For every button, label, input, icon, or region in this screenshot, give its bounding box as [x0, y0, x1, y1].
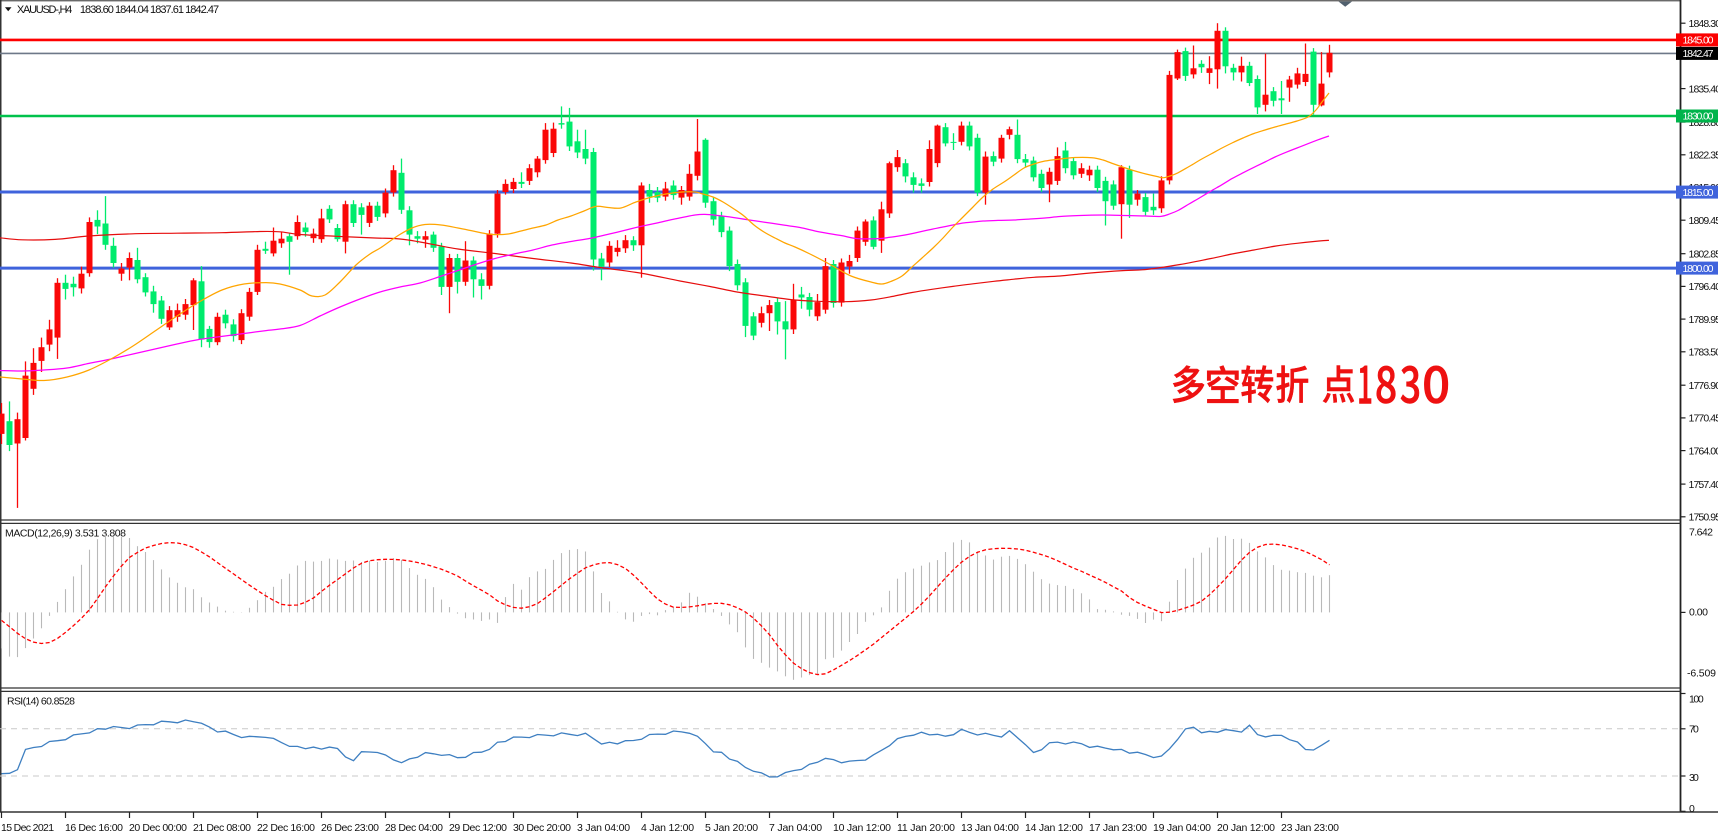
svg-text:7.642: 7.642 [1689, 527, 1713, 539]
svg-text:1848.30: 1848.30 [1689, 18, 1718, 30]
svg-text:30: 30 [1689, 772, 1699, 784]
svg-text:19 Jan 04:00: 19 Jan 04:00 [1153, 822, 1211, 834]
svg-text:26 Dec 23:00: 26 Dec 23:00 [321, 822, 379, 834]
svg-text:RSI(14) 60.8528: RSI(14) 60.8528 [7, 696, 75, 708]
svg-text:0: 0 [1689, 803, 1695, 815]
svg-text:-6.509: -6.509 [1687, 668, 1716, 680]
svg-text:1800.00: 1800.00 [1683, 263, 1714, 275]
svg-text:1783.50: 1783.50 [1689, 347, 1718, 359]
svg-text:15 Dec 2021: 15 Dec 2021 [1, 822, 54, 834]
svg-text:MACD(12,26,9) 3.531 3.808: MACD(12,26,9) 3.531 3.808 [5, 528, 126, 540]
svg-text:1845.00: 1845.00 [1683, 35, 1714, 47]
svg-text:1815.00: 1815.00 [1683, 187, 1714, 199]
svg-text:70: 70 [1689, 724, 1699, 736]
svg-text:17 Jan 23:00: 17 Jan 23:00 [1089, 822, 1147, 834]
svg-text:20 Jan 12:00: 20 Jan 12:00 [1217, 822, 1275, 834]
svg-text:14 Jan 12:00: 14 Jan 12:00 [1025, 822, 1083, 834]
svg-text:XAUUSD-,H4: XAUUSD-,H4 [17, 4, 72, 16]
svg-text:1822.35: 1822.35 [1689, 150, 1718, 162]
svg-text:1764.00: 1764.00 [1689, 445, 1718, 457]
svg-text:1802.85: 1802.85 [1689, 248, 1718, 260]
svg-text:5 Jan 20:00: 5 Jan 20:00 [705, 822, 758, 834]
svg-text:1835.40: 1835.40 [1689, 83, 1718, 95]
svg-text:10 Jan 12:00: 10 Jan 12:00 [833, 822, 891, 834]
svg-text:1809.45: 1809.45 [1689, 215, 1718, 227]
svg-text:22 Dec 16:00: 22 Dec 16:00 [257, 822, 315, 834]
svg-text:21 Dec 08:00: 21 Dec 08:00 [193, 822, 251, 834]
svg-text:100: 100 [1689, 693, 1704, 705]
svg-text:23 Jan 23:00: 23 Jan 23:00 [1281, 822, 1339, 834]
svg-text:30 Dec 20:00: 30 Dec 20:00 [513, 822, 571, 834]
svg-text:3 Jan 04:00: 3 Jan 04:00 [577, 822, 630, 834]
svg-text:13 Jan 04:00: 13 Jan 04:00 [961, 822, 1019, 834]
svg-text:1770.45: 1770.45 [1689, 413, 1718, 425]
svg-text:7 Jan 04:00: 7 Jan 04:00 [769, 822, 822, 834]
svg-text:28 Dec 04:00: 28 Dec 04:00 [385, 822, 443, 834]
svg-text:20 Dec 00:00: 20 Dec 00:00 [129, 822, 187, 834]
svg-text:1776.90: 1776.90 [1689, 380, 1718, 392]
svg-text:29 Dec 12:00: 29 Dec 12:00 [449, 822, 507, 834]
svg-text:4 Jan 12:00: 4 Jan 12:00 [641, 822, 694, 834]
svg-text:11 Jan 20:00: 11 Jan 20:00 [897, 822, 955, 834]
svg-text:1842.47: 1842.47 [1683, 48, 1714, 60]
svg-text:1789.95: 1789.95 [1689, 314, 1718, 326]
svg-text:1757.40: 1757.40 [1689, 479, 1718, 491]
svg-text:1750.95: 1750.95 [1689, 512, 1718, 524]
svg-text:1838.60 1844.04 1837.61 1842.4: 1838.60 1844.04 1837.61 1842.47 [80, 4, 219, 16]
svg-text:0.00: 0.00 [1689, 607, 1708, 619]
svg-text:1830.00: 1830.00 [1683, 111, 1714, 123]
svg-text:1796.40: 1796.40 [1689, 281, 1718, 293]
svg-text:16 Dec 16:00: 16 Dec 16:00 [65, 822, 123, 834]
